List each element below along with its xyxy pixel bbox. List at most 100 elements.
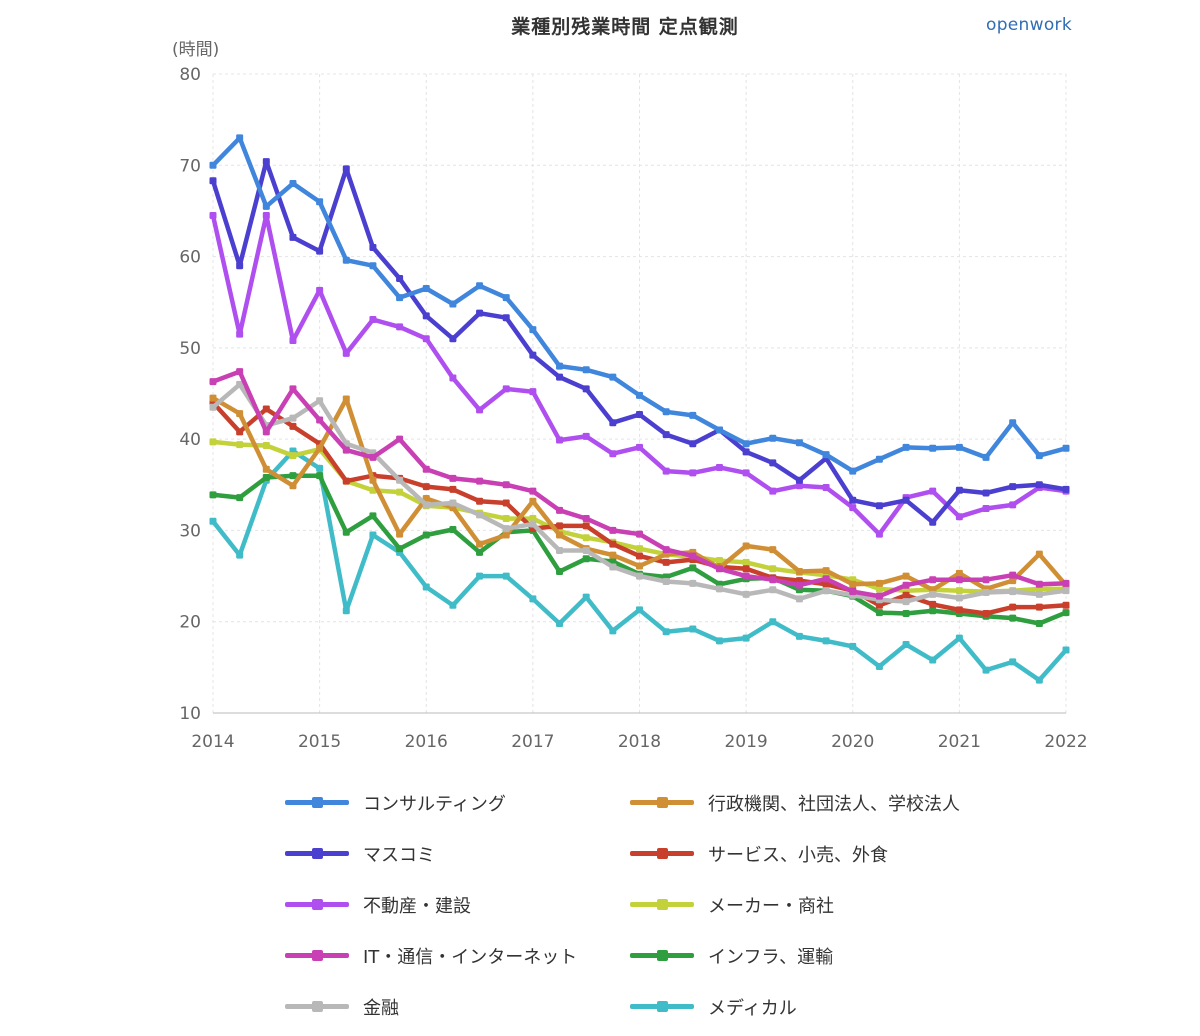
data-point bbox=[422, 335, 430, 343]
data-point bbox=[662, 558, 670, 566]
data-point bbox=[316, 286, 324, 294]
data-point bbox=[689, 440, 697, 448]
data-point bbox=[1035, 590, 1043, 598]
legend-label: マスコミ bbox=[363, 845, 435, 866]
data-point bbox=[369, 512, 377, 520]
data-point bbox=[715, 463, 723, 471]
y-tick-label: 40 bbox=[179, 430, 201, 450]
data-point bbox=[236, 368, 244, 376]
data-point bbox=[609, 373, 617, 381]
data-point bbox=[742, 572, 750, 580]
data-point bbox=[1009, 658, 1017, 666]
data-point bbox=[875, 502, 883, 510]
legend-item[interactable]: インフラ、運輸 bbox=[630, 941, 833, 971]
data-point bbox=[689, 564, 697, 572]
data-point bbox=[449, 474, 457, 482]
data-point bbox=[476, 511, 484, 519]
legend-item[interactable]: サービス、小売、外食 bbox=[630, 839, 888, 869]
data-point bbox=[236, 134, 244, 142]
legend-item[interactable]: 不動産・建設 bbox=[285, 890, 471, 920]
data-point bbox=[502, 294, 510, 302]
series-4 bbox=[209, 368, 1070, 600]
data-point bbox=[955, 634, 963, 642]
data-point bbox=[449, 374, 457, 382]
data-point bbox=[582, 534, 590, 542]
data-point bbox=[822, 587, 830, 595]
legend-item[interactable]: IT・通信・インターネット bbox=[285, 941, 577, 971]
data-point bbox=[476, 540, 484, 548]
data-point bbox=[769, 459, 777, 467]
data-point bbox=[502, 572, 510, 580]
data-point bbox=[636, 562, 643, 570]
data-point bbox=[662, 578, 670, 586]
legend-item[interactable]: マスコミ bbox=[285, 839, 435, 869]
data-point bbox=[742, 542, 750, 550]
x-tick-label: 2018 bbox=[618, 732, 661, 752]
legend-swatch bbox=[285, 941, 349, 971]
data-point bbox=[609, 551, 617, 559]
data-point bbox=[849, 588, 857, 596]
legend-swatch bbox=[285, 890, 349, 920]
data-point bbox=[662, 546, 670, 554]
data-point bbox=[955, 569, 963, 577]
data-point bbox=[529, 351, 537, 359]
legend-item[interactable]: メディカル bbox=[630, 992, 797, 1022]
legend-swatch bbox=[630, 941, 694, 971]
data-point bbox=[1009, 571, 1017, 579]
data-point bbox=[955, 513, 963, 521]
data-point bbox=[929, 600, 937, 608]
legend-item[interactable]: メーカー・商社 bbox=[630, 890, 834, 920]
data-point bbox=[449, 300, 457, 308]
data-point bbox=[316, 416, 324, 424]
data-point bbox=[236, 330, 244, 338]
x-tick-label: 2019 bbox=[724, 732, 767, 752]
data-point bbox=[262, 442, 270, 450]
data-point bbox=[289, 482, 297, 490]
data-point bbox=[1035, 603, 1043, 611]
y-tick-label: 20 bbox=[179, 613, 201, 633]
data-point bbox=[822, 451, 830, 459]
legend-label: 行政機関、社団法人、学校法人 bbox=[708, 794, 960, 815]
data-point bbox=[449, 526, 457, 534]
data-point bbox=[849, 467, 857, 475]
data-point bbox=[875, 662, 883, 670]
legend-item[interactable]: コンサルティング bbox=[285, 788, 506, 818]
data-point bbox=[902, 443, 910, 451]
legend-item[interactable]: 行政機関、社団法人、学校法人 bbox=[630, 788, 960, 818]
data-point bbox=[316, 397, 324, 405]
data-point bbox=[1009, 588, 1017, 596]
data-point bbox=[795, 476, 803, 484]
data-point bbox=[342, 528, 350, 536]
data-point bbox=[476, 282, 484, 290]
data-point bbox=[342, 349, 350, 357]
data-point bbox=[582, 515, 590, 523]
data-point bbox=[875, 530, 883, 538]
data-point bbox=[209, 211, 217, 219]
data-point bbox=[582, 366, 590, 374]
legend-label: 不動産・建設 bbox=[363, 896, 471, 917]
data-point bbox=[769, 586, 777, 594]
legend-item[interactable]: 金融 bbox=[285, 992, 399, 1022]
data-point bbox=[556, 506, 564, 514]
data-point bbox=[902, 641, 910, 649]
data-point bbox=[1062, 444, 1070, 452]
data-point bbox=[769, 565, 777, 573]
data-point bbox=[715, 637, 723, 645]
data-point bbox=[476, 477, 484, 485]
data-point bbox=[769, 487, 777, 495]
data-point bbox=[262, 473, 270, 481]
data-point bbox=[715, 585, 723, 593]
legend-swatch bbox=[285, 992, 349, 1022]
data-point bbox=[316, 464, 324, 472]
y-tick-label: 30 bbox=[179, 521, 201, 541]
legend-swatch bbox=[630, 890, 694, 920]
data-point bbox=[422, 583, 430, 591]
data-point bbox=[422, 531, 430, 539]
data-point bbox=[289, 385, 297, 393]
data-point bbox=[236, 410, 244, 418]
data-point bbox=[236, 262, 244, 270]
data-point bbox=[316, 444, 324, 452]
data-point bbox=[396, 323, 404, 331]
data-point bbox=[502, 499, 510, 507]
data-point bbox=[609, 563, 617, 571]
